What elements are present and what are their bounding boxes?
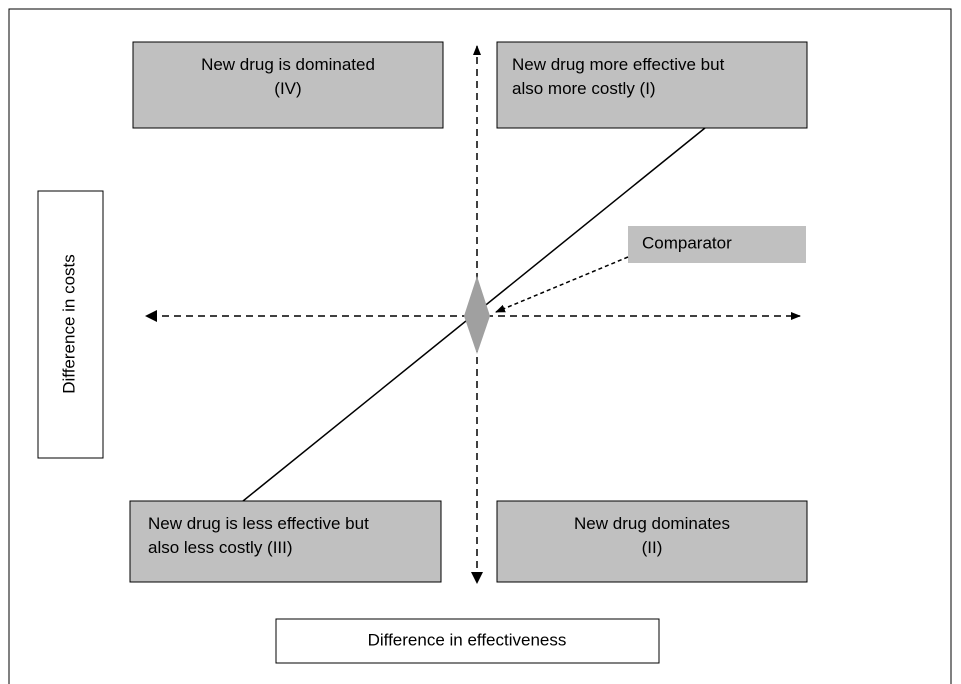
y-axis-label: Difference in costs — [59, 254, 78, 394]
comparator-arrow — [495, 256, 629, 313]
quadrant-text: also less costly (III) — [148, 538, 293, 557]
quadrant-box — [496, 41, 808, 129]
quadrant-text: also more costly (I) — [512, 79, 656, 98]
frame — [8, 8, 952, 684]
x-axis-label-box — [275, 618, 660, 664]
arrowhead — [471, 572, 483, 584]
quadrant-text: New drug is less effective but — [148, 514, 369, 533]
quadrant-text: New drug dominates — [574, 514, 730, 533]
quadrant-box — [496, 500, 808, 583]
arrowhead — [145, 310, 157, 322]
comparator-label: Comparator — [642, 233, 732, 252]
quadrant-box — [132, 41, 444, 129]
comparator-marker — [464, 276, 490, 354]
quadrant-text: (IV) — [274, 79, 301, 98]
quadrant-text: (II) — [642, 538, 663, 557]
y-axis-label-box — [37, 190, 104, 459]
x-axis-label: Difference in effectiveness — [368, 630, 567, 649]
quadrant-text: New drug more effective but — [512, 55, 725, 74]
quadrant-text: New drug is dominated — [201, 55, 375, 74]
quadrant-box — [129, 500, 442, 583]
comparator-box — [628, 226, 806, 263]
